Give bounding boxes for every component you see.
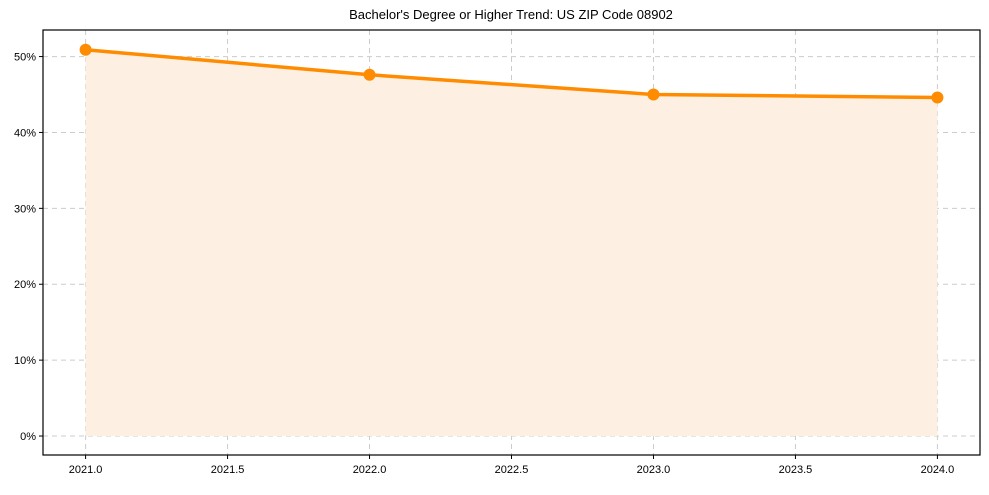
data-point-marker [79, 43, 92, 56]
area-under-line [85, 49, 938, 437]
y-axis: 0% 10% 20% 30% 40% 50% [14, 52, 43, 443]
x-axis: 2021.0 2021.5 2022.0 2022.5 2023.0 2023.5 2024… [69, 455, 954, 476]
x-tick-label: 2021.5 [211, 464, 245, 476]
x-tick-label: 2022.0 [353, 464, 387, 476]
data-markers [79, 43, 944, 104]
data-point-marker [363, 68, 376, 81]
y-tick-label: 10% [14, 355, 36, 367]
series-line [83, 47, 940, 100]
y-tick-label: 40% [14, 127, 36, 139]
y-tick-label: 20% [14, 279, 36, 291]
y-tick-label: 0% [20, 431, 36, 443]
x-tick-label: 2022.5 [495, 464, 529, 476]
x-tick-label: 2023.0 [637, 464, 671, 476]
y-tick-label: 50% [14, 52, 36, 64]
data-point-marker [931, 91, 944, 104]
chart-title: Bachelor's Degree or Higher Trend: US ZI… [349, 7, 673, 22]
area-fill [85, 49, 938, 437]
x-tick-label: 2024.0 [921, 464, 955, 476]
data-line [83, 47, 940, 100]
y-tick-label: 30% [14, 203, 36, 215]
data-point-marker [647, 88, 660, 101]
x-tick-label: 2023.5 [779, 464, 813, 476]
x-tick-label: 2021.0 [69, 464, 103, 476]
